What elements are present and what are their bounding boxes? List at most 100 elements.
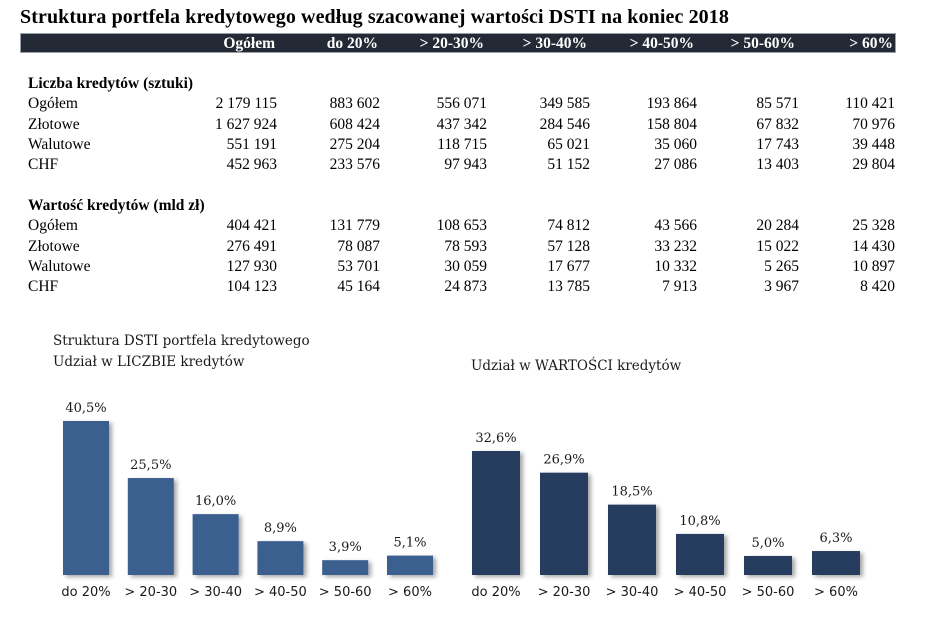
column-header: > 40-50% [629,35,694,52]
table-row: Ogółem 404 421 131 779 108 653 74 812 43 566 2… [0,217,945,237]
chart-subtitle: Udział w WARTOŚCI kredytów [471,358,682,374]
table-cell: 3 967 [764,278,799,295]
table-header: Ogółem do 20% > 20-30% > 30-40% > 40-50%… [20,33,896,53]
bar [387,555,433,575]
data-label: 25,5% [130,458,171,473]
table-cell: 13 403 [756,156,799,173]
table-row: CHF 452 963 233 576 97 943 51 152 27 086 13 40… [0,156,945,176]
row-label: Złotowe [28,238,80,255]
table-cell: 131 779 [329,217,380,234]
table-cell: 15 022 [756,238,799,255]
table-cell: 35 060 [654,136,697,153]
bar [608,504,656,575]
table-cell: 17 743 [756,136,799,153]
table-cell: 118 715 [437,136,487,153]
bar-chart-count: 40,5% do 20% 25,5% > 20-30 16,0% > 30-40 8,9% >… [61,401,433,600]
table-cell: 158 804 [646,116,697,133]
table-cell: 556 071 [436,95,487,112]
table-cell: 104 123 [226,278,277,295]
bar [192,514,239,575]
x-tick-label: > 50-60 [742,585,795,600]
section-heading: Wartość kredytów (mld zł) [28,197,205,214]
table-cell: 51 152 [547,156,590,173]
table-cell: 127 930 [226,258,277,275]
table-cell: 8 420 [860,278,895,295]
table-cell: 13 785 [547,278,590,295]
table-cell: 43 566 [654,217,697,234]
table-cell: 67 832 [756,116,799,133]
table-row: CHF 104 123 45 164 24 873 13 785 7 913 3 967 8 … [0,278,945,298]
bar [472,451,520,575]
table-row: Ogółem 2 179 115 883 602 556 071 349 585 193 … [0,95,945,115]
x-tick-label: > 40-50 [674,585,727,600]
table-cell: 1 627 924 [215,116,277,133]
x-tick-label: > 60% [388,585,432,600]
table-cell: 2 179 115 [215,95,277,112]
column-header: Ogółem [223,35,275,52]
row-label: Walutowe [28,136,91,153]
table-cell: 284 546 [539,116,590,133]
row-label: Ogółem [28,217,78,234]
table-cell: 25 328 [852,217,895,234]
data-label: 3,9% [329,540,362,555]
data-label: 26,9% [543,453,584,468]
table-cell: 70 976 [852,116,895,133]
table-cell: 349 585 [539,95,590,112]
table-row: Złotowe 276 491 78 087 78 593 57 128 33 232 15… [0,238,945,258]
column-header: > 50-60% [730,35,795,52]
table-cell: 57 128 [547,238,590,255]
table-cell: 30 059 [444,258,487,275]
table-cell: 14 430 [852,238,895,255]
table-cell: 17 677 [547,258,590,275]
bar [127,478,174,575]
table-cell: 27 086 [654,156,697,173]
table-cell: 551 191 [226,136,277,153]
x-tick-label: > 20-30 [124,585,177,600]
table-cell: 5 265 [764,258,799,275]
table-cell: 10 897 [852,258,895,275]
x-tick-label: do 20% [61,585,110,600]
row-label: Złotowe [28,116,80,133]
table-cell: 10 332 [654,258,697,275]
table-cell: 65 021 [547,136,590,153]
data-label: 5,1% [393,536,426,551]
bar [676,533,724,575]
data-label: 32,6% [475,431,516,446]
table-cell: 20 284 [756,217,799,234]
bar-chart-value: 32,6% do 20% 26,9% > 20-30 18,5% > 30-40 10,8%… [471,431,860,600]
data-label: 5,0% [751,536,784,551]
column-header: > 60% [849,35,893,52]
bar [540,472,588,575]
x-tick-label: > 30-40 [606,585,659,600]
bar [812,551,860,575]
table-cell: 33 232 [654,238,697,255]
table-cell: 404 421 [226,217,277,234]
data-label: 40,5% [65,401,106,416]
chart-title: Struktura DSTI portfela kredytowego [53,333,310,349]
table-cell: 883 602 [329,95,380,112]
x-tick-label: > 40-50 [254,585,307,600]
table-cell: 437 342 [436,116,487,133]
table-cell: 78 593 [444,238,487,255]
bar [322,560,369,575]
data-label: 6,3% [819,531,852,546]
row-label: Walutowe [28,258,91,275]
section-heading: Liczba kredytów (sztuki) [28,75,194,92]
row-label: CHF [28,278,59,295]
table-cell: 193 864 [646,95,697,112]
data-label: 8,9% [264,521,297,536]
table-cell: 29 804 [852,156,895,173]
table-cell: 276 491 [226,238,277,255]
x-tick-label: do 20% [471,585,520,600]
row-label: CHF [28,156,59,173]
table-cell: 108 653 [436,217,487,234]
table-cell: 7 913 [662,278,697,295]
data-label: 10,8% [679,514,720,529]
table-cell: 39 448 [852,136,895,153]
table-row: Walutowe 127 930 53 701 30 059 17 677 10 332 5… [0,258,945,278]
table-row: Złotowe 1 627 924 608 424 437 342 284 546 158… [0,116,945,136]
chart-subtitle: Udział w LICZBIE kredytów [53,354,245,370]
bar [257,541,304,575]
table-cell: 608 424 [329,116,380,133]
column-header: do 20% [326,35,378,52]
